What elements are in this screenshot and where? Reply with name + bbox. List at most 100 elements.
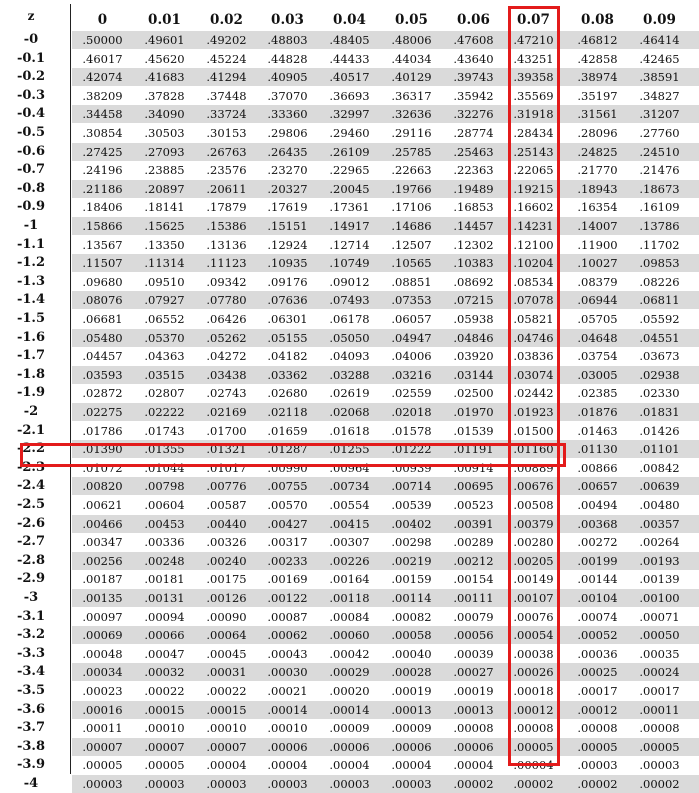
probability-cell: .12100: [513, 237, 554, 252]
table-row: -2.9 .00187 .00181 .00175 .00169 .00164 .00159…: [0, 570, 699, 588]
probability-cell: .00016: [82, 702, 123, 717]
row-shading: [72, 700, 699, 719]
z-value: -3.4: [16, 664, 45, 680]
probability-cell: .00027: [453, 665, 494, 680]
probability-cell: .30153: [206, 126, 247, 140]
probability-cell: .46414: [639, 33, 680, 47]
probability-cell: .01743: [144, 423, 185, 438]
probability-cell: .48006: [391, 33, 432, 47]
probability-cell: .00076: [513, 609, 554, 624]
probability-cell: .00570: [267, 498, 308, 512]
probability-cell: .37828: [144, 88, 185, 103]
table-row: -3.1 .00097 .00094 .00090 .00087 .00084 .00082…: [0, 608, 699, 626]
probability-cell: .09853: [639, 256, 680, 271]
probability-cell: .10749: [329, 256, 370, 271]
probability-cell: .00071: [639, 609, 680, 624]
z-value: -3.7: [16, 720, 45, 736]
probability-cell: .03005: [577, 367, 618, 382]
probability-cell: .02743: [206, 386, 247, 401]
probability-cell: .48405: [329, 33, 370, 47]
probability-cell: .47210: [513, 33, 554, 47]
probability-cell: .11314: [144, 256, 185, 271]
probability-cell: .14231: [513, 219, 554, 233]
probability-cell: .00013: [391, 702, 432, 717]
probability-cell: .35942: [453, 88, 494, 103]
probability-cell: .00017: [639, 684, 680, 698]
probability-cell: .00554: [329, 498, 370, 512]
probability-cell: .00776: [206, 479, 247, 494]
probability-cell: .00008: [577, 721, 618, 736]
probability-cell: .00074: [577, 609, 618, 624]
probability-cell: .01786: [82, 423, 123, 438]
probability-cell: .28774: [453, 126, 494, 140]
probability-cell: .38974: [577, 70, 618, 85]
table-row: -1.5 .06681 .06552 .06426 .06301 .06178 .06057…: [0, 310, 699, 328]
z-value: -3.8: [16, 738, 45, 754]
table-row: -1.3 .09680 .09510 .09342 .09176 .09012 .08851…: [0, 273, 699, 291]
probability-cell: .01426: [639, 423, 680, 438]
probability-cell: .36693: [329, 88, 370, 103]
z-value: -0.1: [16, 50, 45, 66]
probability-cell: .00022: [144, 684, 185, 698]
probability-cell: .00798: [144, 479, 185, 494]
probability-cell: .00939: [391, 460, 432, 475]
table-row: -2.8 .00256 .00248 .00240 .00233 .00226 .00219…: [0, 551, 699, 570]
table-row: -0.1 .46017 .45620 .45224 .44828 .44433 .44034…: [0, 50, 699, 68]
probability-cell: .00011: [82, 721, 123, 736]
probability-cell: .09176: [267, 274, 308, 289]
probability-cell: .04551: [639, 330, 680, 345]
probability-cell: .00004: [453, 758, 494, 773]
probability-cell: .00026: [513, 665, 554, 680]
probability-cell: .02442: [513, 386, 554, 401]
z-value: -2.5: [16, 497, 45, 512]
column-header: 0.08: [581, 12, 614, 28]
probability-cell: .00012: [513, 702, 554, 717]
probability-cell: .21476: [639, 163, 680, 178]
probability-cell: .10383: [453, 256, 494, 271]
probability-cell: .00326: [206, 535, 247, 550]
table-row: -3.5 .00023 .00022 .00022 .00021 .00020 .00019…: [0, 682, 699, 700]
probability-cell: .01072: [82, 460, 123, 475]
probability-cell: .00011: [639, 702, 680, 717]
probability-cell: .02938: [639, 367, 680, 382]
probability-cell: .00003: [329, 777, 370, 791]
probability-cell: .00045: [206, 646, 247, 661]
probability-cell: .46812: [577, 33, 618, 47]
probability-cell: .01970: [453, 405, 494, 419]
probability-cell: .00175: [206, 572, 247, 587]
probability-cell: .00122: [267, 591, 308, 605]
probability-cell: .01287: [267, 442, 308, 457]
probability-cell: .06178: [329, 312, 370, 326]
table-row: -3.3 .00048 .00047 .00045 .00043 .00042 .00040…: [0, 645, 699, 663]
probability-cell: .01831: [639, 405, 680, 419]
table-row: -0.7 .24196 .23885 .23576 .23270 .22965 .22663…: [0, 161, 699, 179]
probability-cell: .00025: [577, 665, 618, 680]
probability-cell: .32636: [391, 107, 432, 122]
probability-cell: .00048: [82, 646, 123, 661]
probability-cell: .01321: [206, 442, 247, 457]
probability-cell: .00006: [267, 739, 308, 754]
probability-cell: .00866: [577, 460, 618, 475]
probability-cell: .00004: [391, 758, 432, 773]
table-row: -1.6 .05480 .05370 .05262 .05155 .05050 .04947…: [0, 328, 699, 347]
probability-cell: .02118: [267, 405, 308, 419]
probability-cell: .00714: [391, 479, 432, 494]
row-shading: [72, 551, 699, 570]
probability-cell: .34090: [144, 107, 185, 122]
probability-cell: .00379: [513, 516, 554, 531]
probability-cell: .03144: [453, 367, 494, 382]
probability-cell: .00007: [206, 739, 247, 754]
probability-cell: .00023: [82, 684, 123, 698]
column-header: 0.07: [517, 12, 550, 28]
table-row: -2.7 .00347 .00336 .00326 .00317 .00307 .00298…: [0, 533, 699, 551]
probability-cell: .00017: [577, 684, 618, 698]
probability-cell: .00523: [453, 498, 494, 512]
probability-cell: .00010: [206, 721, 247, 736]
probability-cell: .10935: [267, 256, 308, 271]
row-shading: [72, 105, 699, 124]
probability-cell: .04006: [391, 349, 432, 364]
probability-cell: .00240: [206, 553, 247, 568]
column-header: 0.06: [457, 12, 490, 28]
row-shading: [72, 291, 699, 310]
probability-cell: .00193: [639, 553, 680, 568]
